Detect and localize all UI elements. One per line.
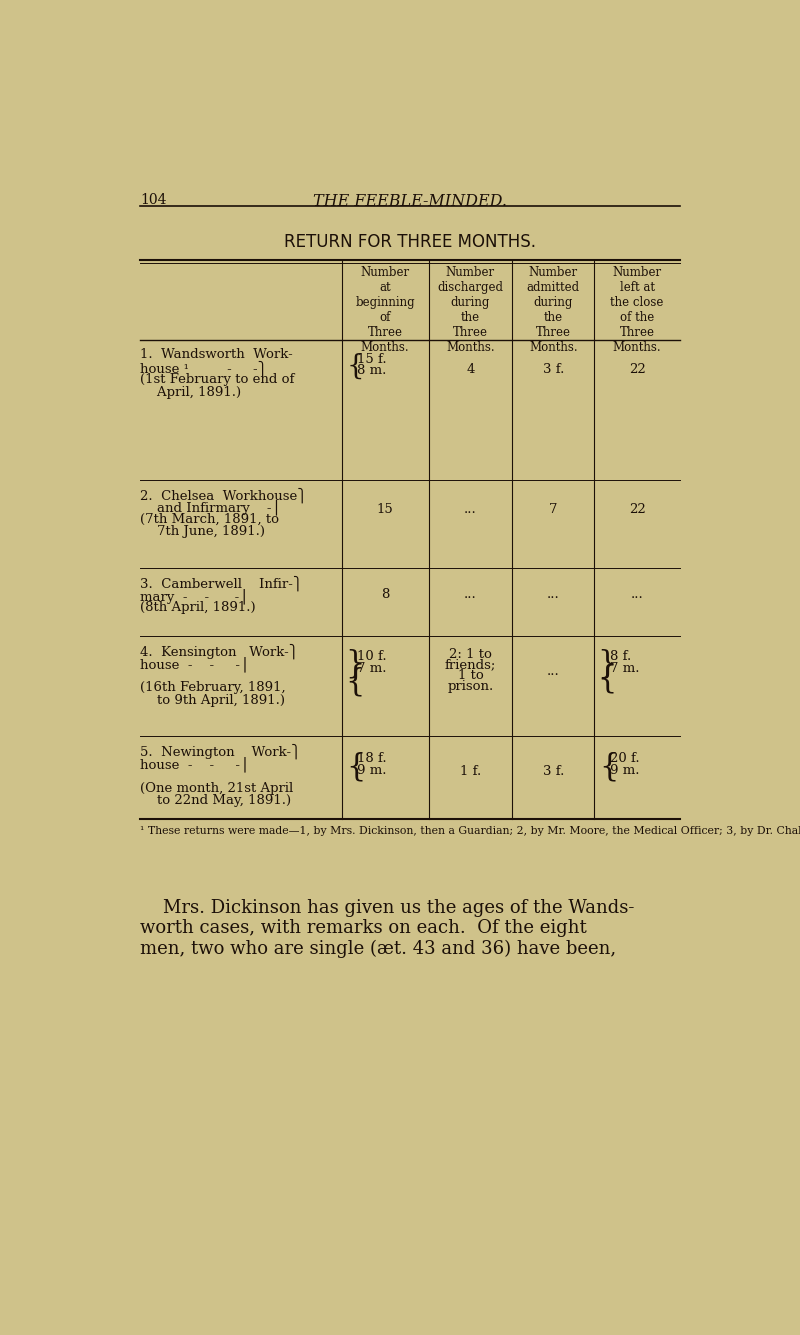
Text: (7th March, 1891, to: (7th March, 1891, to	[140, 513, 279, 526]
Text: 8 m.: 8 m.	[358, 364, 386, 378]
Text: Number
left at
the close
of the
Three
Months.: Number left at the close of the Three Mo…	[610, 267, 664, 355]
Text: (8th April, 1891.): (8th April, 1891.)	[140, 601, 256, 614]
Text: 3 f.: 3 f.	[542, 765, 564, 778]
Text: {: {	[345, 668, 364, 698]
Text: 7 m.: 7 m.	[358, 662, 387, 676]
Text: friends;: friends;	[445, 658, 496, 672]
Text: 3.  Camberwell    Infir-⎫: 3. Camberwell Infir-⎫	[140, 575, 303, 591]
Text: 7: 7	[549, 503, 558, 515]
Text: 8 f.: 8 f.	[610, 650, 631, 663]
Text: prison.: prison.	[447, 680, 494, 693]
Text: mary  -    -      -⎪: mary - - -⎪	[140, 589, 250, 603]
Text: }: }	[345, 649, 364, 680]
Text: 4.  Kensington   Work-⎫: 4. Kensington Work-⎫	[140, 643, 299, 659]
Text: (1st February to end of: (1st February to end of	[140, 374, 294, 387]
Text: 22: 22	[629, 363, 646, 376]
Text: 7th June, 1891.): 7th June, 1891.)	[140, 525, 266, 538]
Text: 7 m.: 7 m.	[610, 662, 639, 676]
Text: Mrs. Dickinson has given us the ages of the Wands-: Mrs. Dickinson has given us the ages of …	[140, 900, 634, 917]
Text: 10 f.: 10 f.	[358, 650, 387, 663]
Text: THE FEEBLE-MINDED.: THE FEEBLE-MINDED.	[313, 192, 507, 210]
Text: 1 f.: 1 f.	[460, 765, 481, 778]
Text: ...: ...	[630, 587, 643, 601]
Text: (One month, 21st April: (One month, 21st April	[140, 781, 294, 794]
Text: 20 f.: 20 f.	[610, 752, 639, 765]
Text: 9 m.: 9 m.	[358, 764, 387, 777]
Text: to 22nd May, 1891.): to 22nd May, 1891.)	[140, 794, 291, 806]
Text: (16th February, 1891,: (16th February, 1891,	[140, 681, 286, 694]
Text: April, 1891.): April, 1891.)	[140, 386, 242, 399]
Text: ...: ...	[547, 587, 560, 601]
Text: {: {	[346, 752, 366, 782]
Text: RETURN FOR THREE MONTHS.: RETURN FOR THREE MONTHS.	[284, 234, 536, 251]
Text: worth cases, with remarks on each.  Of the eight: worth cases, with remarks on each. Of th…	[140, 920, 587, 937]
Text: and Infirmary    -⎪: and Infirmary -⎪	[140, 499, 282, 515]
Text: Number
admitted
during
the
Three
Months.: Number admitted during the Three Months.	[527, 267, 580, 355]
Text: house  -    -     -⎪: house - - -⎪	[140, 756, 250, 772]
Text: 15: 15	[377, 503, 394, 515]
Text: }: }	[598, 649, 617, 680]
Text: ...: ...	[464, 587, 477, 601]
Text: {: {	[598, 663, 617, 694]
Text: 9 m.: 9 m.	[610, 764, 639, 777]
Text: 1 to: 1 to	[458, 669, 483, 682]
Text: {: {	[346, 352, 364, 379]
Text: 5.  Newington    Work-⎫: 5. Newington Work-⎫	[140, 744, 302, 760]
Text: 2: 1 to: 2: 1 to	[449, 647, 492, 661]
Text: 4: 4	[466, 363, 474, 376]
Text: 18 f.: 18 f.	[358, 752, 387, 765]
Text: Number
discharged
during
the
Three
Months.: Number discharged during the Three Month…	[438, 267, 503, 355]
Text: ...: ...	[547, 665, 560, 678]
Text: 3 f.: 3 f.	[542, 363, 564, 376]
Text: 8: 8	[381, 587, 390, 601]
Text: Number
at
beginning
of
Three
Months.: Number at beginning of Three Months.	[355, 267, 415, 355]
Text: 104: 104	[140, 192, 167, 207]
Text: men, two who are single (æt. 43 and 36) have been,: men, two who are single (æt. 43 and 36) …	[140, 940, 617, 957]
Text: house ¹         -     -⎫: house ¹ - -⎫	[140, 360, 268, 376]
Text: ¹ These returns were made—1, by Mrs. Dickinson, then a Guardian; 2, by Mr. Moore: ¹ These returns were made—1, by Mrs. Dic…	[140, 826, 800, 836]
Text: 15 f.: 15 f.	[358, 352, 387, 366]
Text: house  -    -     -⎪: house - - -⎪	[140, 655, 250, 672]
Text: {: {	[599, 752, 618, 782]
Text: to 9th April, 1891.): to 9th April, 1891.)	[140, 694, 286, 706]
Text: ...: ...	[464, 503, 477, 515]
Text: 22: 22	[629, 503, 646, 515]
Text: 2.  Chelsea  Workhouse⎫: 2. Chelsea Workhouse⎫	[140, 487, 307, 503]
Text: 1.  Wandsworth  Work-: 1. Wandsworth Work-	[140, 348, 293, 360]
